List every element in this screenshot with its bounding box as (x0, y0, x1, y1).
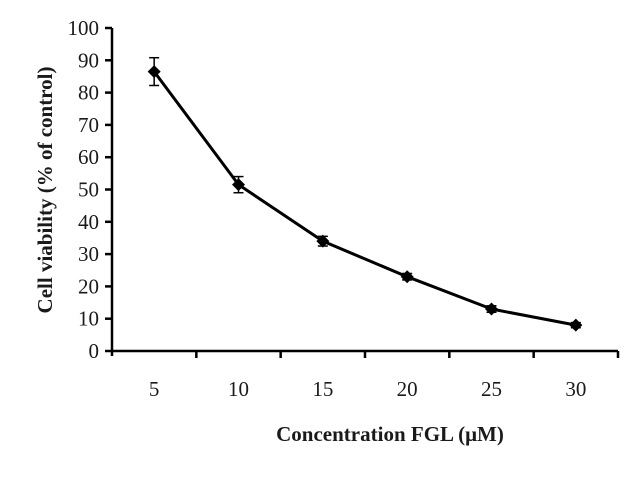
y-axis-title: Cell viability (% of control) (33, 67, 57, 314)
y-tick-label: 0 (89, 339, 100, 363)
y-tick-label: 100 (68, 16, 100, 40)
y-tick-label: 50 (78, 178, 99, 202)
x-axis: 5 10 15 20 25 30 (112, 349, 620, 401)
x-tick-label: 10 (228, 377, 249, 401)
x-tick-label: 15 (312, 377, 333, 401)
y-tick-label: 60 (78, 145, 99, 169)
x-tick-label: 5 (149, 377, 160, 401)
y-tick-label: 20 (78, 274, 99, 298)
data-point-diamond-marker (569, 318, 583, 332)
y-tick-label: 10 (78, 307, 99, 331)
data-point-diamond-marker (316, 234, 330, 248)
data-point-diamond-marker (485, 302, 498, 316)
y-tick-label: 40 (78, 210, 99, 234)
series-layer (147, 56, 583, 332)
y-tick-label: 30 (78, 242, 99, 266)
series-line (152, 70, 577, 327)
y-tick-label: 70 (78, 113, 99, 137)
data-point-diamond-marker (400, 270, 414, 284)
data-point-diamond-marker (232, 178, 245, 192)
y-axis: 0 10 20 30 40 50 60 70 80 90 100 (68, 16, 114, 363)
x-tick-label: 20 (397, 377, 418, 401)
y-tick-label: 90 (78, 48, 99, 72)
data-point-diamond-marker (147, 65, 161, 79)
x-axis-title: Concentration FGL (μM) (276, 422, 504, 446)
x-tick-label: 30 (565, 377, 586, 401)
x-tick-label: 25 (481, 377, 502, 401)
y-tick-label: 80 (78, 81, 99, 105)
